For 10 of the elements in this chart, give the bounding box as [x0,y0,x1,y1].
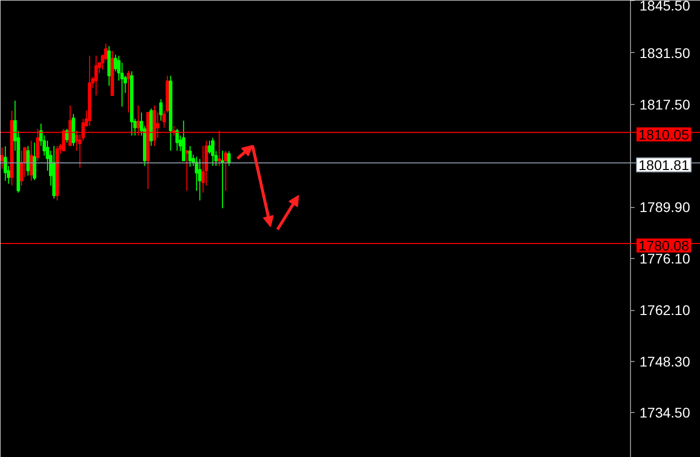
ref-line-label: 1780.08 [638,238,690,254]
y-tick-label: 1762.10 [640,302,690,318]
y-tick-label: 1748.30 [640,353,690,370]
y-tick-label: 1817.50 [640,96,690,113]
ref-line-label: 1801.81 [638,156,690,173]
y-tick-label: 1789.90 [640,199,690,216]
y-tick-label: 1831.50 [640,44,690,61]
y-tick-label: 1845.50 [640,0,690,14]
y-tick-label: 1734.50 [640,404,690,421]
ref-line-label: 1810.05 [638,126,690,142]
